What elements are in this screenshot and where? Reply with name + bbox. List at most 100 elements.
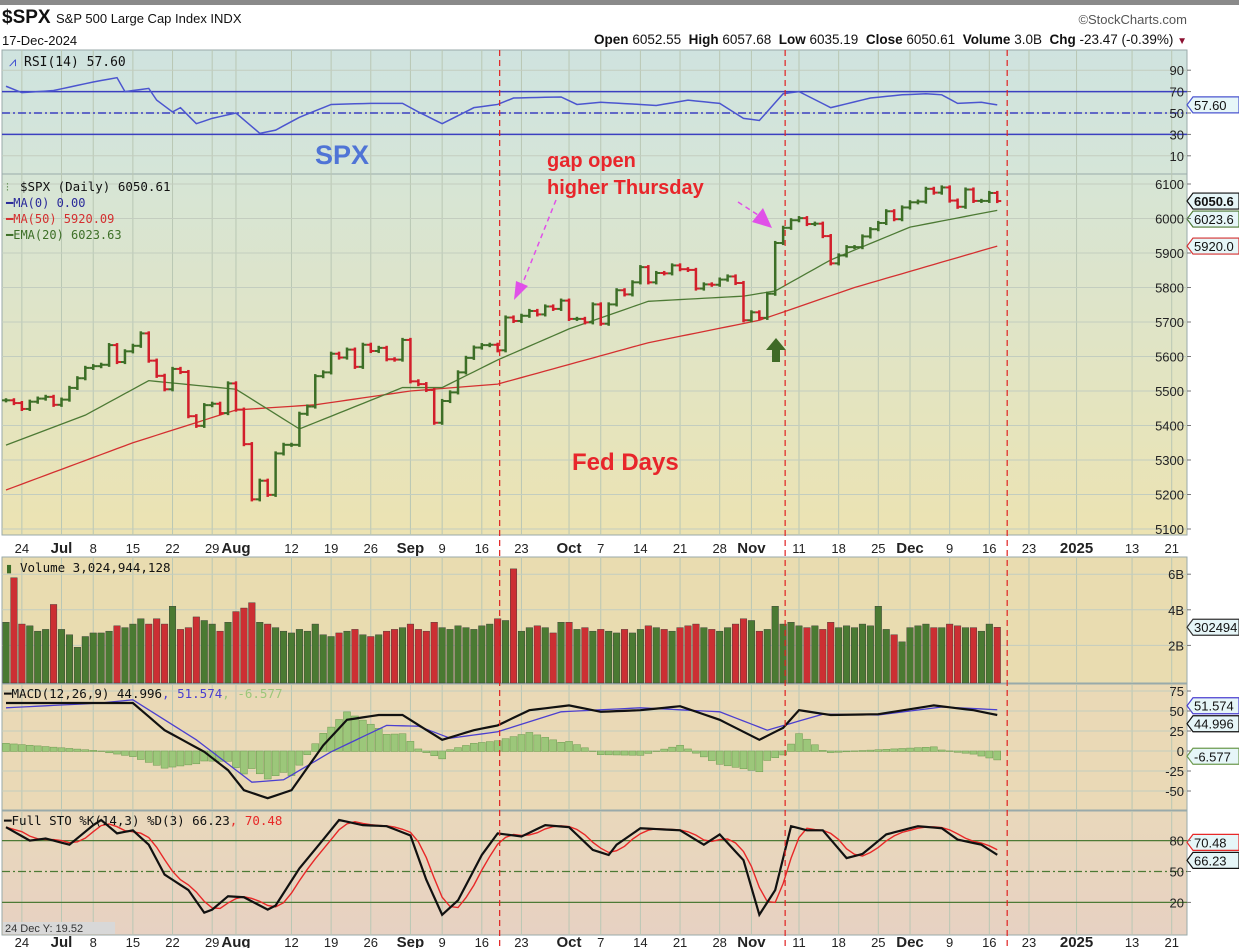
x-axis-tick-label: 7 bbox=[597, 541, 604, 556]
macd-histogram-bar bbox=[739, 750, 748, 770]
price-bar bbox=[969, 187, 978, 203]
x-axis-tick-label: 28 bbox=[712, 935, 726, 948]
volume-bar bbox=[422, 630, 430, 684]
x-axis-tick-label: 9 bbox=[946, 935, 953, 948]
volume-bar bbox=[311, 623, 319, 684]
price-axis-label: 5700 bbox=[1155, 315, 1184, 330]
volume-axis-label: 4B bbox=[1168, 603, 1184, 618]
volume-bar bbox=[280, 630, 288, 684]
x-axis-tick-label: 22 bbox=[165, 935, 179, 948]
volume-bar bbox=[652, 627, 660, 684]
price-bar bbox=[604, 302, 613, 326]
x-axis-tick-label: 21 bbox=[1164, 935, 1178, 948]
sto-legend-main: Full STO %K(14,3) %D(3) 66.23 bbox=[12, 813, 230, 828]
macd-histogram-bar bbox=[779, 750, 787, 756]
macd-histogram-bar bbox=[256, 750, 264, 775]
macd-histogram-bar bbox=[644, 750, 653, 754]
macd-histogram-bar bbox=[541, 737, 549, 752]
price-bar bbox=[105, 343, 114, 367]
price-bar bbox=[683, 267, 692, 272]
macd-histogram-bar bbox=[121, 750, 129, 756]
x-axis-tick-label: Aug bbox=[221, 934, 250, 948]
price-bar bbox=[144, 331, 153, 363]
macd-histogram-bar bbox=[834, 750, 843, 753]
price-bar bbox=[620, 288, 629, 297]
price-bar bbox=[755, 310, 764, 320]
macd-histogram-bar bbox=[509, 736, 518, 752]
price-bar bbox=[469, 345, 478, 360]
macd-histogram-bar bbox=[216, 750, 224, 762]
rsi-axis-label: 30 bbox=[1170, 127, 1184, 142]
macd-histogram-bar bbox=[41, 746, 50, 752]
volume-bar bbox=[660, 629, 668, 684]
price-bar bbox=[913, 199, 922, 205]
volume-bar bbox=[58, 629, 66, 684]
volume-bar bbox=[827, 622, 835, 684]
macd-value-tag-box bbox=[1186, 715, 1239, 733]
value-tags: 57.60 6050.6 6023.6 5920.0 302494 51.574 44.99… bbox=[1186, 96, 1239, 870]
macd-histogram-bar bbox=[303, 750, 312, 755]
volume-bar bbox=[335, 632, 343, 684]
price-bar bbox=[279, 442, 288, 456]
macd-histogram-bar bbox=[351, 715, 359, 752]
macd-histogram-bar bbox=[295, 750, 304, 766]
price-bar bbox=[176, 366, 185, 375]
price-bar bbox=[636, 265, 645, 285]
price-bar bbox=[461, 355, 470, 375]
macd-histogram-bar bbox=[826, 750, 835, 753]
volume-bar bbox=[129, 623, 137, 684]
macd-histogram-bar bbox=[930, 746, 938, 752]
price-axis-label: 6000 bbox=[1155, 212, 1184, 227]
price-bar bbox=[136, 331, 145, 348]
price-bar bbox=[477, 343, 486, 350]
ma50-legend-text: MA(50) 5920.09 bbox=[13, 212, 114, 226]
volume-legend: Volume 3,024,944,128 bbox=[20, 560, 171, 575]
price-axis-label: 5400 bbox=[1155, 419, 1184, 434]
volume-bar bbox=[18, 623, 26, 684]
macd-histogram-bar bbox=[224, 750, 232, 762]
macd-histogram-bar bbox=[105, 750, 113, 754]
macd-histogram-bar bbox=[271, 750, 280, 776]
sto-d-value-tag-text: 70.48 bbox=[1194, 835, 1227, 850]
stockcharts-logo[interactable]: ©StockCharts.com bbox=[1078, 12, 1187, 27]
macd-histogram-bar bbox=[97, 750, 105, 752]
high-label: High bbox=[688, 32, 719, 47]
price-bar bbox=[882, 209, 891, 226]
macd-histogram-bar bbox=[715, 750, 724, 765]
price-bar bbox=[660, 270, 669, 276]
price-axis-label: 5200 bbox=[1155, 488, 1184, 503]
macd-histogram-bar bbox=[343, 711, 351, 752]
x-axis-tick-label: 14 bbox=[633, 935, 647, 948]
volume-bar bbox=[858, 623, 866, 684]
price-bar bbox=[287, 442, 296, 447]
volume-bar bbox=[264, 623, 272, 684]
volume-value-tag-box bbox=[1186, 618, 1239, 636]
volume-bar bbox=[224, 622, 232, 684]
rsi-icon: ⩘ bbox=[9, 54, 16, 69]
volume-bar bbox=[597, 629, 605, 684]
volume-bar bbox=[10, 577, 18, 684]
macd-histogram-bar bbox=[359, 719, 367, 752]
price-bar bbox=[390, 357, 399, 362]
x-axis-tick-label: Sep bbox=[397, 540, 425, 557]
x-axis-tick-label: 16 bbox=[475, 541, 489, 556]
x-axis-tick-label: 16 bbox=[982, 541, 996, 556]
macd-histogram-bar bbox=[311, 743, 320, 752]
price-bar bbox=[49, 394, 58, 407]
volume-bar bbox=[969, 627, 977, 684]
volume-bar bbox=[65, 634, 73, 684]
price-bar bbox=[707, 282, 716, 287]
macd-histogram-bar bbox=[430, 750, 438, 756]
volume-bar bbox=[700, 627, 708, 684]
volume-bar bbox=[795, 625, 803, 684]
volume-bar bbox=[636, 629, 644, 684]
macd-histogram-bar bbox=[129, 750, 137, 757]
volume-bar bbox=[81, 636, 89, 684]
price-bar bbox=[945, 185, 954, 203]
sto-axis-label: 80 bbox=[1170, 834, 1184, 849]
volume-bar bbox=[486, 623, 494, 684]
volume-bar bbox=[454, 625, 462, 684]
volume-bar bbox=[161, 623, 169, 684]
macd-histogram-bar bbox=[390, 733, 399, 752]
